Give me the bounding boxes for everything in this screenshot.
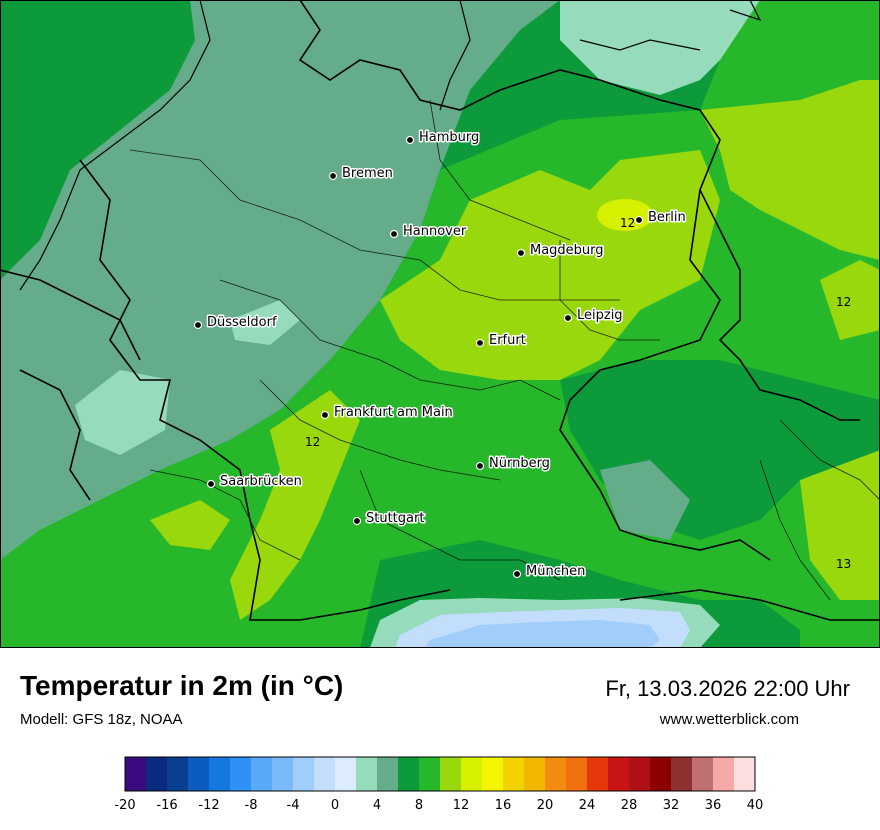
city-label: Leipzig <box>577 308 623 323</box>
temperature-map: Hamburg Bremen Hannover Berlin Magdeburg Leip… <box>0 0 880 649</box>
legend-swatch <box>482 757 504 791</box>
legend-swatch <box>167 757 189 791</box>
city-label: Hannover <box>403 224 467 239</box>
legend-tick-label: 20 <box>537 798 554 813</box>
legend-swatch <box>671 757 693 791</box>
legend-tick-label: 40 <box>747 798 764 813</box>
city-label: Magdeburg <box>530 243 604 258</box>
legend-tick-label: 4 <box>373 798 381 813</box>
model-label: Modell: GFS 18z, NOAA <box>20 711 183 728</box>
legend-swatch <box>692 757 714 791</box>
legend-swatch <box>230 757 252 791</box>
city-marker <box>634 215 644 225</box>
chart-title: Temperatur in 2m (in °C) <box>20 670 344 701</box>
legend-tick-label: 12 <box>453 798 470 813</box>
legend-tick-label: 28 <box>621 798 638 813</box>
city-marker <box>475 338 485 348</box>
legend-swatch <box>293 757 315 791</box>
city-marker <box>475 461 485 471</box>
city-label: Berlin <box>648 210 686 225</box>
legend-swatch <box>461 757 483 791</box>
legend-swatch <box>188 757 210 791</box>
city-label: Stuttgart <box>366 511 424 526</box>
legend-swatch <box>209 757 231 791</box>
legend-tick-label: -4 <box>287 798 300 813</box>
temp-zone-0to4 <box>560 0 760 95</box>
legend-swatch <box>503 757 525 791</box>
city-label: München <box>526 564 585 579</box>
legend-tick-label: 16 <box>495 798 512 813</box>
city-label: Nürnberg <box>489 456 550 471</box>
legend-swatch <box>629 757 651 791</box>
legend-swatch <box>566 757 588 791</box>
city-label: Saarbrücken <box>220 474 302 489</box>
legend-swatch <box>545 757 567 791</box>
legend-tick-label: 32 <box>663 798 680 813</box>
legend-swatch <box>524 757 546 791</box>
legend-swatch <box>650 757 672 791</box>
city-marker <box>563 313 573 323</box>
city-label: Bremen <box>342 166 393 181</box>
state-borders <box>129 99 880 601</box>
legend-tick-label: 24 <box>579 798 596 813</box>
coastline <box>19 0 762 291</box>
city-marker <box>352 516 362 526</box>
legend-tick-label: -20 <box>114 798 135 813</box>
legend-tick-label: 36 <box>705 798 722 813</box>
color-legend: -20 -16 -12 -8 -4 0 4 8 12 16 20 24 28 32 36 40 <box>114 756 763 813</box>
city-marker <box>389 229 399 239</box>
legend-swatch <box>377 757 399 791</box>
forecast-datetime: Fr, 13.03.2026 22:00 Uhr <box>605 676 850 701</box>
legend-swatch <box>734 757 756 791</box>
legend-swatch <box>713 757 735 791</box>
legend-swatch <box>314 757 336 791</box>
city-marker <box>405 135 415 145</box>
city-marker <box>193 320 203 330</box>
legend-tick-label: 8 <box>415 798 423 813</box>
isoline-label: 13 <box>836 557 851 571</box>
city-label: Hamburg <box>419 130 479 145</box>
legend-swatch <box>440 757 462 791</box>
city-label: Düsseldorf <box>207 315 277 330</box>
city-marker <box>206 479 216 489</box>
legend-swatch <box>608 757 630 791</box>
isoline-label: 12 <box>620 216 635 230</box>
legend-swatch <box>398 757 420 791</box>
city-marker <box>328 171 338 181</box>
city-label: Erfurt <box>489 333 526 348</box>
city-layer: Hamburg Bremen Hannover Berlin Magdeburg Leip… <box>193 129 687 581</box>
website-link[interactable]: www.wetterblick.com <box>659 711 799 728</box>
footer: Temperatur in 2m (in °C) Modell: GFS 18z… <box>0 648 880 830</box>
legend-tick-label: 0 <box>331 798 339 813</box>
legend-swatch <box>146 757 168 791</box>
isoline-label: 12 <box>305 435 320 449</box>
legend-tick-label: -16 <box>156 798 177 813</box>
legend-swatch <box>356 757 378 791</box>
legend-tick-label: -8 <box>245 798 258 813</box>
city-label: Frankfurt am Main <box>334 405 453 420</box>
legend-tick-label: -12 <box>198 798 219 813</box>
legend-swatch <box>272 757 294 791</box>
city-marker <box>516 248 526 258</box>
city-marker <box>512 569 522 579</box>
city-marker <box>320 410 330 420</box>
isoline-label: 12 <box>836 295 851 309</box>
country-borders <box>0 0 880 621</box>
legend-swatch <box>419 757 441 791</box>
legend-swatches <box>125 757 756 791</box>
legend-swatch <box>335 757 357 791</box>
legend-swatch <box>251 757 273 791</box>
legend-ticks: -20 -16 -12 -8 -4 0 4 8 12 16 20 24 28 32 36 40 <box>114 798 763 813</box>
legend-swatch <box>125 757 147 791</box>
legend-swatch <box>587 757 609 791</box>
